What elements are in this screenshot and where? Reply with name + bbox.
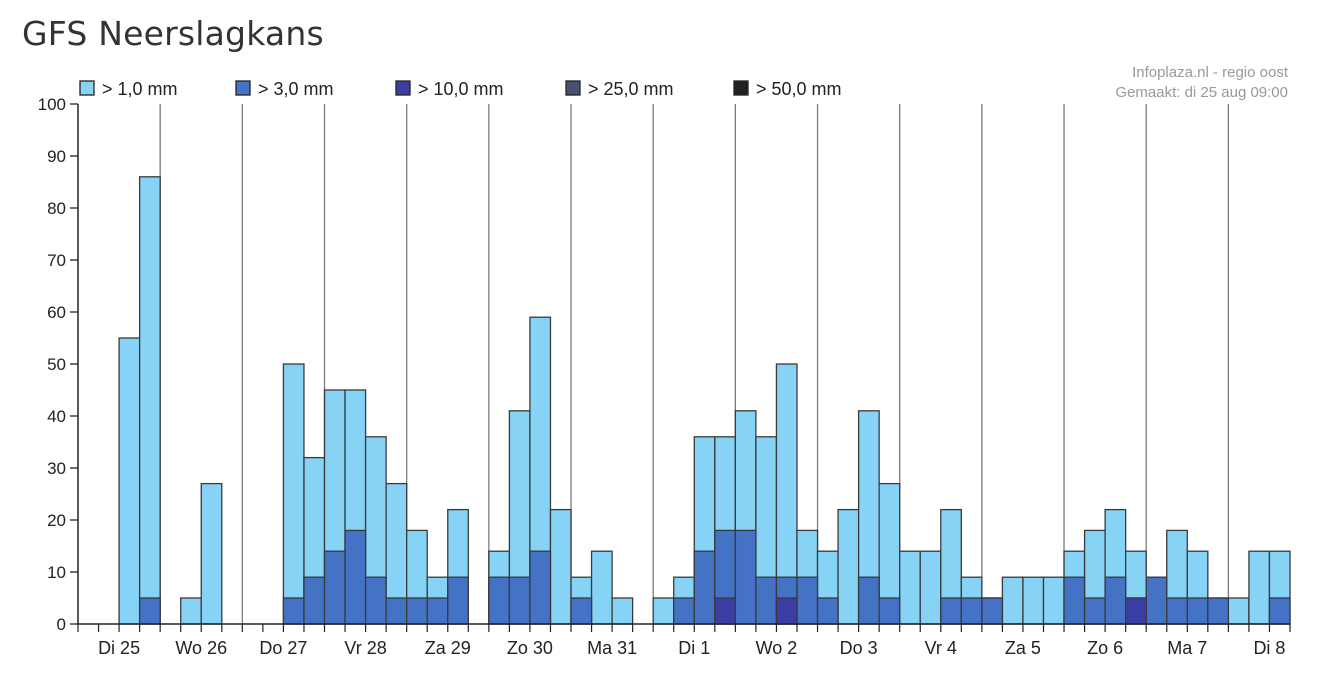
bar-series-1-slot-2 [138, 597, 161, 625]
bar-series-1-slot-34 [796, 576, 819, 625]
x-day-label: Di 1 [678, 638, 710, 658]
x-day-label: Wo 2 [756, 638, 798, 658]
legend-label: > 1,0 mm [102, 79, 178, 99]
x-day-label: Vr 28 [344, 638, 386, 658]
bar-series-0-slot-45 [1022, 576, 1045, 625]
bar-series-1-slot-41 [940, 597, 962, 625]
bar-series-1-slot-15 [406, 597, 428, 625]
y-tick-label: 0 [57, 615, 66, 634]
bar-series-0-slot-5 [200, 482, 223, 625]
bar-series-0-slot-9 [282, 363, 305, 625]
bar-series-1-slot-13 [364, 576, 387, 625]
bar-series-1-slot-52 [1166, 597, 1188, 625]
bar-series-1-slot-49 [1104, 576, 1127, 625]
bar-series-1-slot-12 [344, 529, 367, 625]
bar-series-1-slot-38 [878, 597, 901, 625]
bar-series-1-slot-48 [1083, 597, 1106, 625]
bar-series-0-slot-40 [919, 550, 942, 625]
legend-label: > 3,0 mm [258, 79, 334, 99]
x-day-label: Wo 26 [175, 638, 227, 658]
bar-series-1-slot-37 [857, 576, 880, 625]
page-title: GFS Neerslagkans [22, 14, 324, 53]
bar-series-1-slot-42 [960, 597, 983, 625]
bar-series-0-slot-24 [590, 550, 613, 625]
y-tick-label: 50 [47, 355, 66, 374]
bar-series-1-slot-47 [1063, 576, 1086, 625]
bar-series-0-slot-22 [549, 508, 572, 625]
legend-label: > 50,0 mm [756, 79, 842, 99]
made-timestamp: Gemaakt: di 25 aug 09:00 [1115, 84, 1288, 101]
legend-swatch [565, 80, 581, 96]
legend-swatch [733, 80, 749, 96]
bar-series-0-slot-36 [837, 508, 860, 625]
x-day-label: Do 3 [840, 638, 878, 658]
bar-series-1-slot-28 [673, 597, 695, 625]
bar-series-1-slot-23 [570, 597, 593, 625]
bar-series-1-slot-19 [488, 576, 511, 625]
bar-series-1-slot-29 [693, 550, 716, 625]
y-tick-label: 20 [47, 511, 66, 530]
bar-series-2-slot-33 [775, 597, 798, 625]
bar-series-1-slot-20 [508, 576, 531, 625]
bar-series-1-slot-16 [426, 597, 449, 625]
legend-swatch [235, 80, 251, 96]
x-day-label: Za 29 [425, 638, 471, 658]
bar-series-0-slot-39 [899, 550, 921, 625]
bar-series-1-slot-54 [1207, 597, 1230, 625]
y-tick-label: 10 [47, 563, 66, 582]
y-tick-label: 40 [47, 407, 66, 426]
bar-series-1-slot-31 [734, 529, 757, 625]
y-tick-label: 30 [47, 459, 66, 478]
x-axis-ticks: Di 25 Wo 26 Do 27 Vr 28 Za 29 Zo 30 Ma 31 Di 1 W… [77, 624, 1291, 658]
x-day-label: Di 25 [98, 638, 140, 658]
y-tick-label: 70 [47, 251, 66, 270]
x-day-label: Vr 4 [925, 638, 957, 658]
bar-series-1-slot-10 [303, 576, 326, 625]
x-day-label: Zo 30 [507, 638, 553, 658]
bar-series-0-slot-27 [652, 597, 675, 625]
bar-series-1-slot-53 [1186, 597, 1209, 625]
y-tick-label: 90 [47, 147, 66, 166]
y-tick-label: 100 [38, 95, 66, 114]
legend-label: > 10,0 mm [418, 79, 504, 99]
legend-label: > 25,0 mm [588, 79, 674, 99]
bar-series-1-slot-14 [385, 597, 408, 625]
bar-series-1-slot-21 [529, 550, 552, 625]
bar-series-1-slot-35 [816, 597, 839, 625]
x-day-label: Do 27 [259, 638, 307, 658]
bar-series-0-slot-56 [1248, 550, 1271, 625]
bar-series-0-slot-25 [611, 597, 634, 625]
y-tick-label: 80 [47, 199, 66, 218]
bar-series-1-slot-57 [1268, 597, 1291, 625]
source-label: Infoplaza.nl - regio oost [1132, 64, 1289, 81]
bar-series-0-slot-4 [180, 597, 202, 625]
legend-swatch [79, 80, 95, 96]
y-axis-ticks: 0 10 20 30 40 50 60 70 80 90 100 [38, 95, 78, 634]
y-tick-label: 60 [47, 303, 66, 322]
bar-series-0-slot-55 [1227, 597, 1250, 625]
legend-swatch [395, 80, 411, 96]
bar-series-1-slot-11 [323, 550, 346, 625]
bar-series-1-slot-43 [981, 597, 1004, 625]
x-day-label: Zo 6 [1087, 638, 1123, 658]
bar-series-1-slot-17 [447, 576, 469, 625]
x-day-label: Ma 31 [587, 638, 637, 658]
bar-series-0-slot-1 [118, 337, 141, 625]
bar-series-0-slot-44 [1001, 576, 1024, 625]
x-day-label: Di 8 [1253, 638, 1285, 658]
bar-series-0-slot-2 [138, 176, 161, 625]
legend: > 1,0 mm > 3,0 mm > 10,0 mm > 25,0 mm > 50,0… [79, 79, 842, 99]
x-day-label: Za 5 [1005, 638, 1041, 658]
bar-series-2-slot-50 [1125, 597, 1147, 625]
bars [118, 176, 1291, 625]
bar-series-1-slot-9 [282, 597, 305, 625]
bar-series-2-slot-30 [714, 597, 737, 625]
bar-series-1-slot-32 [755, 576, 778, 625]
bar-series-0-slot-46 [1042, 576, 1065, 625]
bar-series-1-slot-51 [1145, 576, 1168, 625]
x-day-label: Ma 7 [1167, 638, 1207, 658]
